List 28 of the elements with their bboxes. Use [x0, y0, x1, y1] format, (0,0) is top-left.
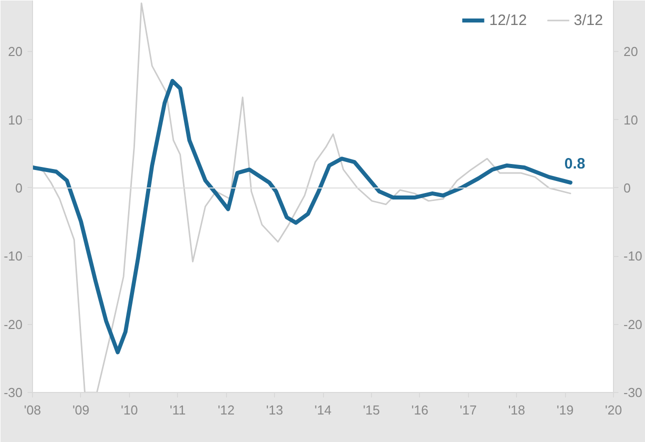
x-tick-label: '13: [266, 402, 284, 418]
x-tick-label: '19: [556, 402, 574, 418]
annotation: 0.8: [564, 156, 586, 173]
y-tick-label: 10: [8, 112, 23, 128]
y-tick-label: 20: [8, 44, 23, 60]
x-tick-label: '10: [120, 402, 138, 418]
legend-label: 3/12: [574, 12, 603, 28]
x-tick-label: '08: [24, 402, 41, 418]
y2-tick-label: 0: [624, 180, 631, 196]
x-tick-label: '16: [411, 402, 428, 418]
y-tick-label: 0: [15, 180, 23, 196]
y2-tick-label: -30: [624, 385, 642, 400]
y2-tick-label: -20: [624, 316, 642, 332]
y-tick-label: -20: [4, 316, 23, 332]
x-tick-label: '12: [218, 402, 235, 418]
x-tick-label: '20: [605, 402, 622, 418]
y-tick-label: -30: [4, 385, 23, 400]
x-tick-label: '18: [508, 402, 526, 418]
y2-tick-label: 20: [624, 44, 638, 60]
x-tick-label: '11: [170, 402, 186, 418]
y-tick-label: -10: [4, 248, 23, 264]
y2-tick-label: 10: [624, 112, 638, 128]
x-tick-label: '17: [460, 402, 477, 418]
x-tick-label: '09: [72, 402, 90, 418]
x-tick-label: '15: [362, 402, 380, 418]
x-tick-label: '14: [314, 402, 332, 418]
legend-label: 12/12: [489, 12, 527, 28]
y2-tick-label: -10: [624, 248, 642, 264]
